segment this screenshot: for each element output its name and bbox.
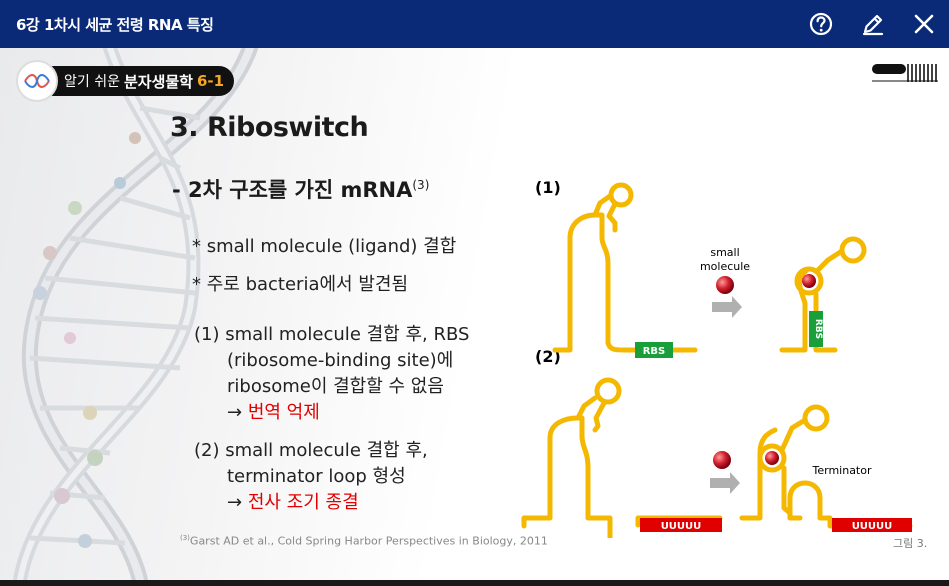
- badge-prefix: 알기 쉬운: [64, 74, 120, 90]
- dna-helix-decoration: [13, 48, 258, 580]
- small-molecule-ball: [713, 451, 731, 469]
- slide-subheading: - 2차 구조를 가진 mRNA(3): [172, 174, 429, 204]
- close-icon[interactable]: [911, 11, 937, 37]
- uuuuu-label: UUUUU: [852, 521, 893, 532]
- rna-structure-1a: [552, 182, 698, 353]
- bullet-item: * small molecule (ligand) 결합: [192, 236, 457, 257]
- bound-molecule-ball: [765, 451, 779, 465]
- subheading-reference: (3): [412, 178, 430, 192]
- dna-logo-icon: [16, 60, 58, 102]
- uuuuu-label: UUUUU: [661, 521, 702, 532]
- subheading-text: - 2차 구조를 가진 mRNA: [172, 178, 413, 202]
- point-1-result-line: → 번역 억제: [194, 400, 469, 426]
- point-2-line: (2) small molecule 결합 후,: [194, 440, 428, 461]
- citation: (3)Garst AD et al., Cold Spring Harbor P…: [180, 534, 548, 548]
- lesson-title: 6강 1차시 세균 전령 RNA 특징: [16, 16, 214, 34]
- bullet-item: * 주로 bacteria에서 발견됨: [192, 274, 409, 295]
- citation-reference: (3): [180, 534, 190, 542]
- riboswitch-figure: (1) (2) RBS small molecule RBS: [521, 178, 913, 538]
- rna-structure-2b: [739, 404, 913, 529]
- arrow-right-icon: [710, 472, 740, 494]
- panel-1-label: (1): [535, 178, 561, 197]
- figure-label: 그림 3.: [893, 537, 928, 550]
- rbs-label: RBS: [643, 346, 666, 357]
- small-molecule-label: small: [710, 246, 739, 259]
- rbs-label-vertical: RBS: [813, 319, 823, 339]
- point-2-line: terminator loop 형성: [227, 466, 406, 487]
- point-1-line: ribosome이 결합할 수 없음: [227, 376, 444, 397]
- badge-course-name: 분자생물학: [123, 72, 193, 91]
- top-bar: 6강 1차시 세균 전령 RNA 특징: [0, 0, 949, 48]
- rna-structure-2a: [521, 377, 723, 538]
- point-1: (1) small molecule 결합 후, RBS (ribosome-b…: [194, 322, 469, 426]
- point-2-result-line: → 전사 조기 종결: [194, 490, 428, 516]
- edit-icon[interactable]: [860, 11, 886, 37]
- uuuuu-box: [832, 518, 912, 532]
- point-2: (2) small molecule 결합 후, terminator loop…: [194, 438, 428, 516]
- arrow-glyph: →: [227, 402, 243, 423]
- point-1-result: 번역 억제: [247, 402, 320, 423]
- arrow-glyph: →: [227, 492, 243, 513]
- bound-molecule-ball: [802, 274, 816, 288]
- rbs-box-vertical: [809, 311, 823, 347]
- brand-logo-icon: [872, 64, 938, 82]
- small-molecule-label: molecule: [700, 260, 750, 273]
- rbs-box: [635, 342, 673, 358]
- help-icon[interactable]: [808, 11, 834, 37]
- point-2-result: 전사 조기 종결: [247, 492, 359, 513]
- citation-text: Garst AD et al., Cold Spring Harbor Pers…: [189, 534, 548, 548]
- point-1-line: (ribosome-binding site)에: [227, 350, 454, 371]
- course-badge: 알기 쉬운 분자생물학 6-1: [16, 60, 235, 102]
- badge-lesson-number: 6-1: [197, 72, 225, 90]
- terminator-label: Terminator: [812, 464, 872, 477]
- point-1-line: (1) small molecule 결합 후, RBS: [194, 324, 470, 345]
- small-molecule-ball: [716, 276, 734, 294]
- slide-heading: 3. Riboswitch: [170, 112, 369, 143]
- lecture-slide: 알기 쉬운 분자생물학 6-1 3. Riboswitch - 2차 구조를 가…: [0, 48, 949, 580]
- uuuuu-box: [640, 518, 722, 532]
- bottom-bar: [0, 580, 949, 586]
- arrow-right-icon: [712, 296, 742, 318]
